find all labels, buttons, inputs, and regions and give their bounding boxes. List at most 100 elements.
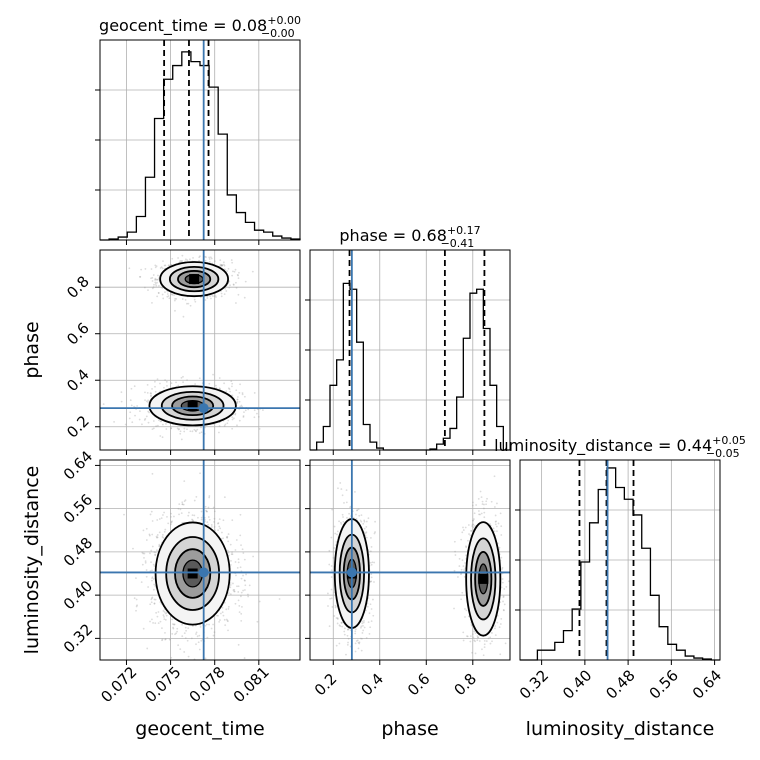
density-peak [187,568,198,579]
sample-point [204,299,207,301]
sample-point [179,648,182,651]
sample-point [171,293,174,296]
sample-point [338,624,341,627]
sample-point [507,580,510,583]
sample-point [235,539,238,541]
sample-point [158,545,161,547]
sample-point [341,494,344,497]
sample-point [483,516,486,519]
sample-point [363,520,366,523]
sample-point [328,625,331,628]
sample-point [160,420,163,423]
sample-point [328,549,331,552]
sample-point [232,270,234,273]
sample-point [225,390,228,393]
sample-point [363,519,366,522]
sample-point [200,431,203,434]
sample-point [183,651,186,653]
sample-point [170,382,173,385]
sample-point [143,419,146,421]
sample-point [144,561,147,564]
sample-point [229,584,232,586]
sample-point [213,517,216,520]
sample-point [138,418,141,421]
sample-point [242,589,245,592]
sample-point [208,518,211,521]
sample-point [224,624,227,627]
sample-point [147,399,150,402]
sample-point [154,390,157,393]
sample-point [209,256,212,259]
sample-point [157,274,159,277]
sample-point [135,609,137,612]
sample-point [252,555,255,558]
sample-point [367,517,370,520]
sample-point [145,415,148,418]
sample-point [128,267,131,270]
sample-point [341,625,344,628]
sample-point [151,579,153,582]
sample-point [236,273,239,276]
sample-point [242,415,245,417]
sample-point [210,524,213,526]
sample-point [157,292,160,294]
sample-point [493,530,496,533]
hist-panel-luminosity-distance: luminosity_distance = 0.44+0.05 −0.05 [494,434,746,665]
sample-point [236,396,239,398]
sample-point [124,423,127,426]
sample-point [153,380,156,383]
sample-point [340,488,343,490]
sample-point [262,409,264,412]
sample-point [243,395,246,398]
sample-point [238,271,240,274]
sample-point [354,630,357,633]
sample-point [152,274,155,276]
sample-point [338,642,341,645]
sample-point [148,533,151,536]
sample-point [496,615,499,617]
sample-point [243,589,246,591]
sample-point [200,639,203,642]
sample-point [219,619,221,621]
sample-point [346,643,349,646]
sample-point [210,297,212,300]
sample-point [164,638,167,641]
sample-point [167,522,170,525]
sample-point [151,597,153,600]
sample-point [239,534,242,537]
sample-point [467,524,470,526]
sample-point [330,597,333,600]
sample-point [213,510,216,513]
sample-point [243,579,246,582]
sample-point [333,547,336,549]
sample-point [364,532,367,535]
sample-point [199,626,202,628]
sample-point [360,649,363,652]
sample-point [333,615,336,617]
sample-point [369,626,372,629]
sample-point [193,499,196,502]
sample-point [212,373,214,376]
sample-point [471,523,474,526]
sample-point [142,529,145,532]
sample-point [231,274,234,277]
sample-point [191,514,194,516]
sample-point [234,268,237,271]
sample-point [256,412,258,415]
sample-point [241,393,244,396]
sample-point [333,525,336,528]
sample-point [154,622,157,625]
sample-point [182,375,184,378]
sample-point [163,511,165,514]
sample-point [362,629,365,632]
sample-point [151,576,154,579]
sample-point [240,544,242,547]
sample-point [213,521,215,523]
sample-point [229,593,232,596]
sample-point [143,286,146,289]
sample-point [499,512,502,515]
sample-point [213,525,216,528]
sample-point [357,647,360,650]
sample-point [181,635,184,638]
sample-point [186,379,188,381]
